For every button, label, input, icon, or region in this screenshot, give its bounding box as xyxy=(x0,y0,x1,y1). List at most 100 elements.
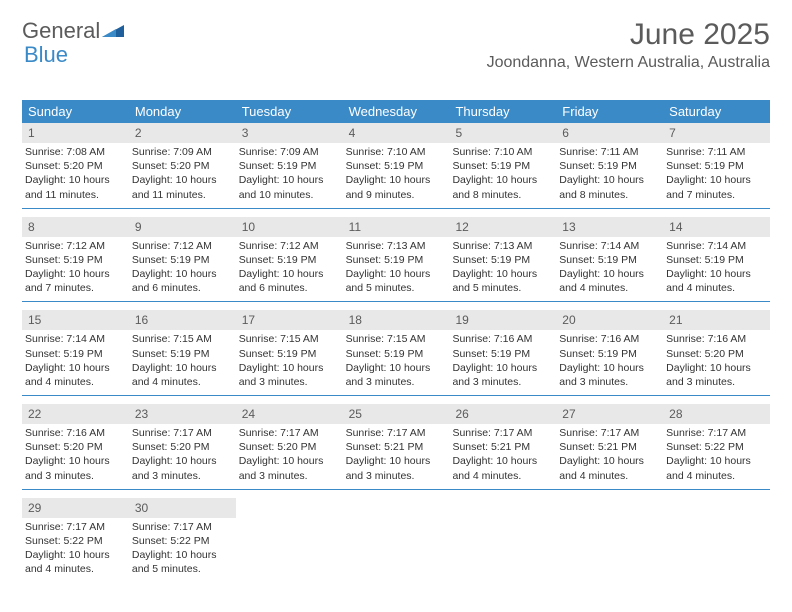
day-cell: 7Sunrise: 7:11 AMSunset: 5:19 PMDaylight… xyxy=(663,123,770,208)
day-cell: 20Sunrise: 7:16 AMSunset: 5:19 PMDayligh… xyxy=(556,310,663,395)
daylight-line: Daylight: 10 hours and 3 minutes. xyxy=(666,361,767,389)
day-details: Sunrise: 7:12 AMSunset: 5:19 PMDaylight:… xyxy=(129,237,236,296)
day-details: Sunrise: 7:09 AMSunset: 5:20 PMDaylight:… xyxy=(129,143,236,202)
day-cell: 15Sunrise: 7:14 AMSunset: 5:19 PMDayligh… xyxy=(22,310,129,395)
day-cell: 17Sunrise: 7:15 AMSunset: 5:19 PMDayligh… xyxy=(236,310,343,395)
sunset-line: Sunset: 5:19 PM xyxy=(559,347,660,361)
sunrise-line: Sunrise: 7:16 AM xyxy=(452,332,553,346)
sunrise-line: Sunrise: 7:14 AM xyxy=(559,239,660,253)
day-details: Sunrise: 7:11 AMSunset: 5:19 PMDaylight:… xyxy=(556,143,663,202)
sunset-line: Sunset: 5:19 PM xyxy=(346,159,447,173)
logo-triangle-icon xyxy=(102,23,124,39)
day-cell: 19Sunrise: 7:16 AMSunset: 5:19 PMDayligh… xyxy=(449,310,556,395)
day-number: 13 xyxy=(556,217,663,237)
day-details: Sunrise: 7:12 AMSunset: 5:19 PMDaylight:… xyxy=(22,237,129,296)
daylight-line: Daylight: 10 hours and 5 minutes. xyxy=(452,267,553,295)
sunset-line: Sunset: 5:19 PM xyxy=(25,347,126,361)
daylight-line: Daylight: 10 hours and 10 minutes. xyxy=(239,173,340,201)
sunset-line: Sunset: 5:21 PM xyxy=(559,440,660,454)
sunrise-line: Sunrise: 7:13 AM xyxy=(346,239,447,253)
daylight-line: Daylight: 10 hours and 11 minutes. xyxy=(25,173,126,201)
day-details: Sunrise: 7:10 AMSunset: 5:19 PMDaylight:… xyxy=(343,143,450,202)
day-details: Sunrise: 7:14 AMSunset: 5:19 PMDaylight:… xyxy=(22,330,129,389)
day-cell: 8Sunrise: 7:12 AMSunset: 5:19 PMDaylight… xyxy=(22,217,129,302)
day-details: Sunrise: 7:15 AMSunset: 5:19 PMDaylight:… xyxy=(343,330,450,389)
daylight-line: Daylight: 10 hours and 4 minutes. xyxy=(666,454,767,482)
sunset-line: Sunset: 5:20 PM xyxy=(132,440,233,454)
empty-cell xyxy=(449,498,556,583)
daylight-line: Daylight: 10 hours and 3 minutes. xyxy=(239,361,340,389)
day-number: 18 xyxy=(343,310,450,330)
sunset-line: Sunset: 5:19 PM xyxy=(346,347,447,361)
day-number: 21 xyxy=(663,310,770,330)
sunrise-line: Sunrise: 7:12 AM xyxy=(132,239,233,253)
week-row: 8Sunrise: 7:12 AMSunset: 5:19 PMDaylight… xyxy=(22,217,770,303)
sunrise-line: Sunrise: 7:10 AM xyxy=(452,145,553,159)
day-number: 24 xyxy=(236,404,343,424)
day-header: Wednesday xyxy=(343,100,450,123)
day-cell: 26Sunrise: 7:17 AMSunset: 5:21 PMDayligh… xyxy=(449,404,556,489)
day-number: 4 xyxy=(343,123,450,143)
daylight-line: Daylight: 10 hours and 5 minutes. xyxy=(346,267,447,295)
day-cell: 16Sunrise: 7:15 AMSunset: 5:19 PMDayligh… xyxy=(129,310,236,395)
sunset-line: Sunset: 5:19 PM xyxy=(666,159,767,173)
sunset-line: Sunset: 5:19 PM xyxy=(346,253,447,267)
day-cell: 24Sunrise: 7:17 AMSunset: 5:20 PMDayligh… xyxy=(236,404,343,489)
day-cell: 28Sunrise: 7:17 AMSunset: 5:22 PMDayligh… xyxy=(663,404,770,489)
day-cell: 14Sunrise: 7:14 AMSunset: 5:19 PMDayligh… xyxy=(663,217,770,302)
sunset-line: Sunset: 5:19 PM xyxy=(452,347,553,361)
day-details: Sunrise: 7:09 AMSunset: 5:19 PMDaylight:… xyxy=(236,143,343,202)
sunrise-line: Sunrise: 7:15 AM xyxy=(239,332,340,346)
day-cell: 23Sunrise: 7:17 AMSunset: 5:20 PMDayligh… xyxy=(129,404,236,489)
sunrise-line: Sunrise: 7:17 AM xyxy=(666,426,767,440)
day-number: 17 xyxy=(236,310,343,330)
day-number: 30 xyxy=(129,498,236,518)
day-number: 28 xyxy=(663,404,770,424)
sunrise-line: Sunrise: 7:17 AM xyxy=(132,520,233,534)
day-details: Sunrise: 7:12 AMSunset: 5:19 PMDaylight:… xyxy=(236,237,343,296)
daylight-line: Daylight: 10 hours and 8 minutes. xyxy=(452,173,553,201)
day-header: Monday xyxy=(129,100,236,123)
sunset-line: Sunset: 5:22 PM xyxy=(25,534,126,548)
day-details: Sunrise: 7:17 AMSunset: 5:21 PMDaylight:… xyxy=(556,424,663,483)
sunrise-line: Sunrise: 7:13 AM xyxy=(452,239,553,253)
sunset-line: Sunset: 5:19 PM xyxy=(559,253,660,267)
week-row: 1Sunrise: 7:08 AMSunset: 5:20 PMDaylight… xyxy=(22,123,770,209)
day-details: Sunrise: 7:14 AMSunset: 5:19 PMDaylight:… xyxy=(663,237,770,296)
sunrise-line: Sunrise: 7:16 AM xyxy=(666,332,767,346)
day-details: Sunrise: 7:08 AMSunset: 5:20 PMDaylight:… xyxy=(22,143,129,202)
daylight-line: Daylight: 10 hours and 4 minutes. xyxy=(132,361,233,389)
sunrise-line: Sunrise: 7:17 AM xyxy=(132,426,233,440)
day-cell: 29Sunrise: 7:17 AMSunset: 5:22 PMDayligh… xyxy=(22,498,129,583)
sunrise-line: Sunrise: 7:11 AM xyxy=(666,145,767,159)
sunset-line: Sunset: 5:20 PM xyxy=(239,440,340,454)
sunrise-line: Sunrise: 7:17 AM xyxy=(346,426,447,440)
spacer-row xyxy=(22,302,770,310)
sunrise-line: Sunrise: 7:09 AM xyxy=(239,145,340,159)
day-header: Sunday xyxy=(22,100,129,123)
day-details: Sunrise: 7:14 AMSunset: 5:19 PMDaylight:… xyxy=(556,237,663,296)
day-details: Sunrise: 7:15 AMSunset: 5:19 PMDaylight:… xyxy=(129,330,236,389)
daylight-line: Daylight: 10 hours and 3 minutes. xyxy=(25,454,126,482)
title-block: June 2025 Joondanna, Western Australia, … xyxy=(487,18,770,72)
daylight-line: Daylight: 10 hours and 4 minutes. xyxy=(25,548,126,576)
sunrise-line: Sunrise: 7:15 AM xyxy=(132,332,233,346)
sunset-line: Sunset: 5:19 PM xyxy=(239,159,340,173)
day-details: Sunrise: 7:17 AMSunset: 5:22 PMDaylight:… xyxy=(663,424,770,483)
sunrise-line: Sunrise: 7:17 AM xyxy=(452,426,553,440)
sunset-line: Sunset: 5:19 PM xyxy=(132,347,233,361)
day-cell: 22Sunrise: 7:16 AMSunset: 5:20 PMDayligh… xyxy=(22,404,129,489)
day-number: 27 xyxy=(556,404,663,424)
sunset-line: Sunset: 5:22 PM xyxy=(666,440,767,454)
day-details: Sunrise: 7:13 AMSunset: 5:19 PMDaylight:… xyxy=(343,237,450,296)
sunrise-line: Sunrise: 7:17 AM xyxy=(559,426,660,440)
sunrise-line: Sunrise: 7:08 AM xyxy=(25,145,126,159)
day-number: 3 xyxy=(236,123,343,143)
daylight-line: Daylight: 10 hours and 7 minutes. xyxy=(666,173,767,201)
day-number: 20 xyxy=(556,310,663,330)
sunrise-line: Sunrise: 7:17 AM xyxy=(239,426,340,440)
spacer-row xyxy=(22,396,770,404)
sunset-line: Sunset: 5:20 PM xyxy=(132,159,233,173)
day-cell: 9Sunrise: 7:12 AMSunset: 5:19 PMDaylight… xyxy=(129,217,236,302)
daylight-line: Daylight: 10 hours and 6 minutes. xyxy=(132,267,233,295)
